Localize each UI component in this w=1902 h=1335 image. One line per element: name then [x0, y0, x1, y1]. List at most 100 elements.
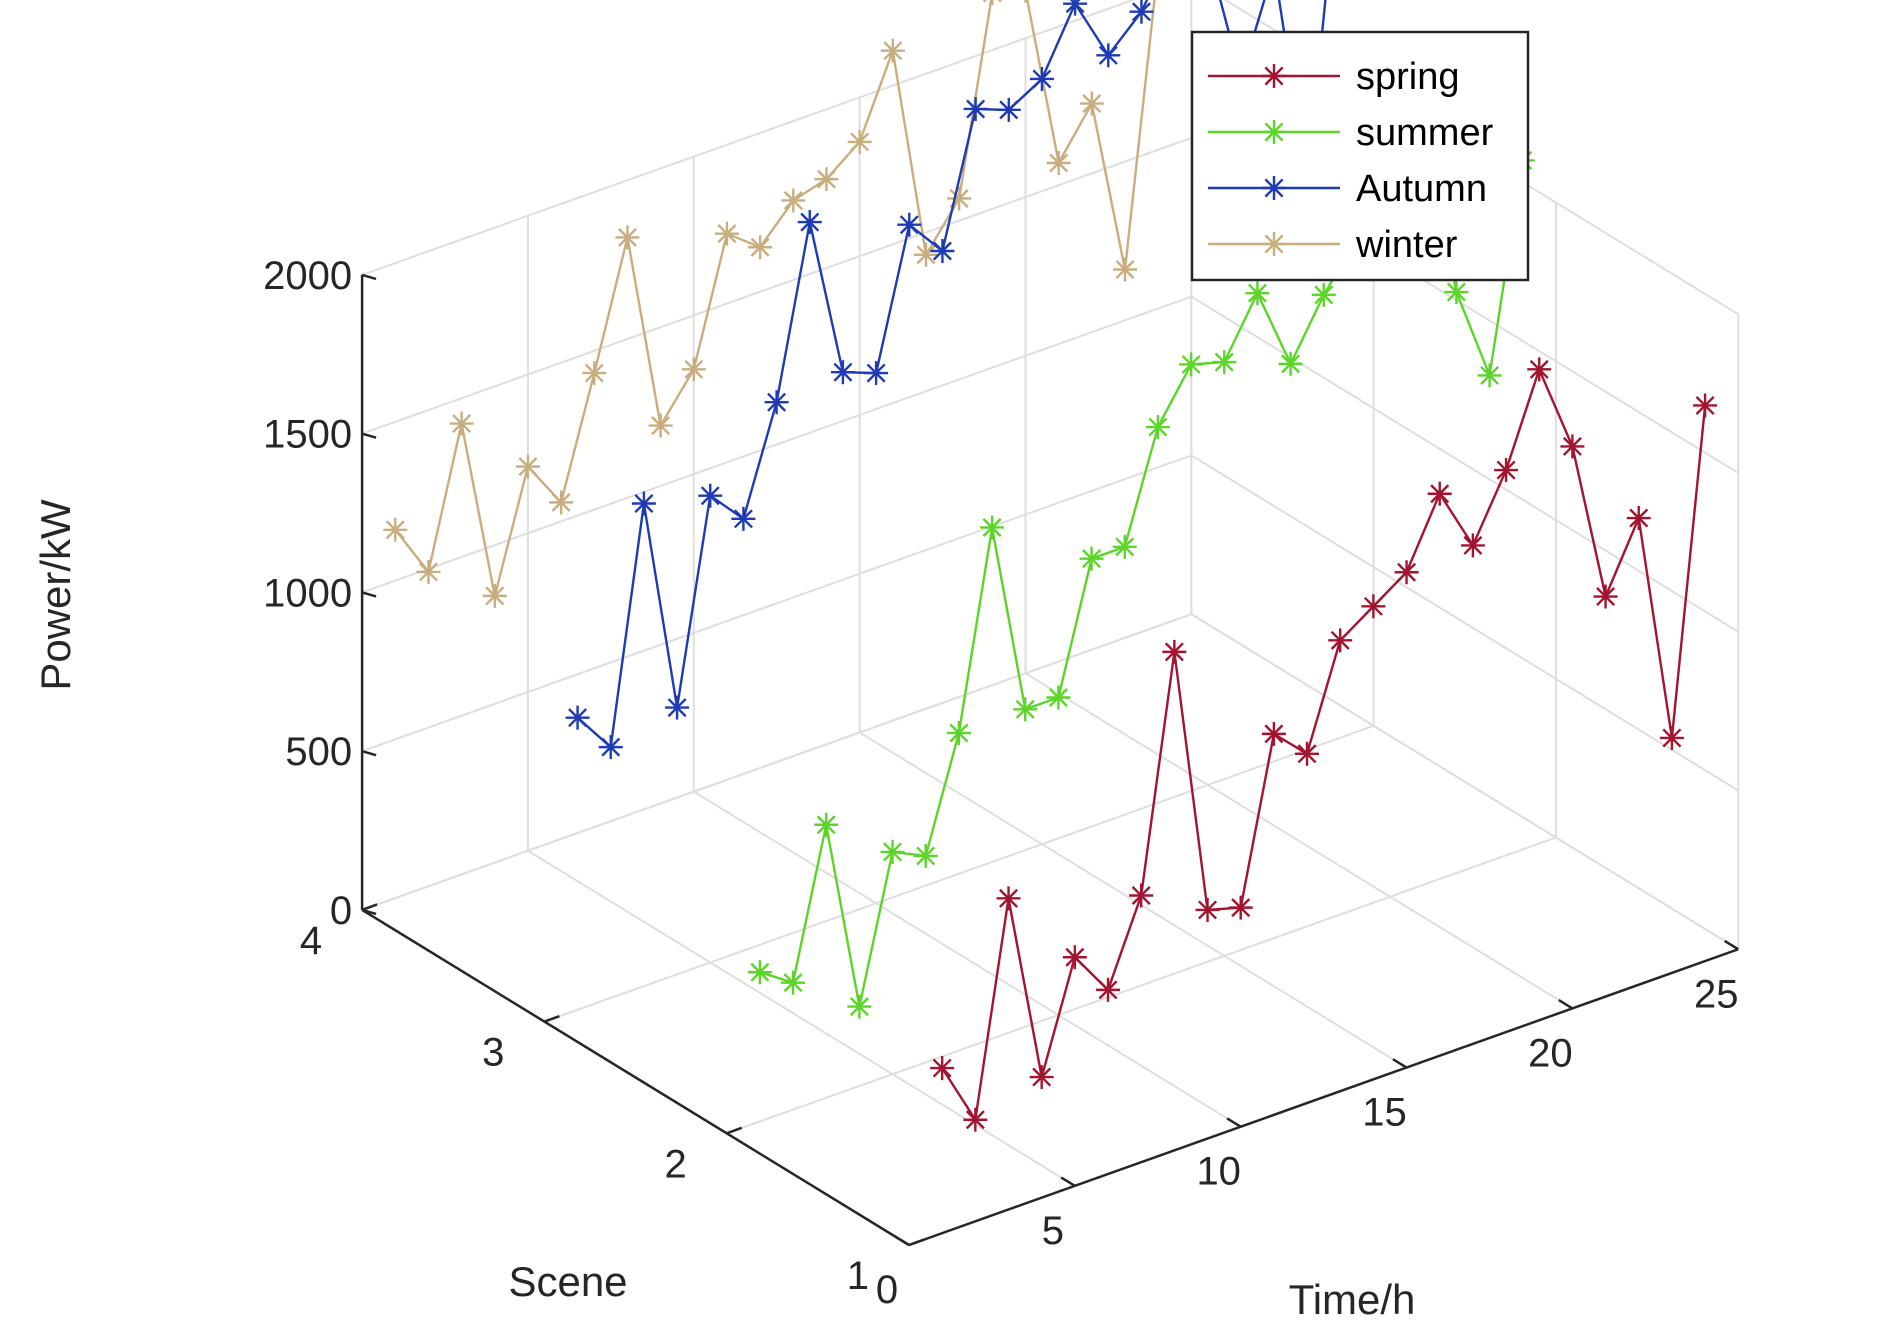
- series-line: [941, 366, 1707, 1124]
- z-tick-label: 1000: [263, 571, 352, 615]
- data-point: [1560, 434, 1585, 459]
- y-tick: [726, 1126, 743, 1135]
- data-point: [698, 483, 723, 508]
- data-point: [797, 210, 822, 235]
- legend: spring summer Autumn winter: [1190, 30, 1530, 282]
- z-tick-label: 500: [285, 730, 352, 774]
- z-tick: [361, 273, 377, 281]
- x-tick-label: 15: [1362, 1091, 1407, 1135]
- series-line: [576, 0, 1327, 750]
- grid-line: [1024, 672, 1573, 1010]
- data-point: [1046, 685, 1071, 710]
- legend-box: [1190, 30, 1530, 282]
- legend-marker: [1262, 176, 1286, 200]
- legend-marker: [1262, 120, 1286, 144]
- data-point: [814, 812, 839, 837]
- y-tick-label: 4: [300, 919, 322, 963]
- data-point: [631, 491, 656, 516]
- axes: [360, 273, 1739, 1247]
- data-point: [1079, 91, 1104, 116]
- data-point: [648, 413, 673, 438]
- data-point: [781, 970, 806, 995]
- z-tick: [361, 432, 377, 439]
- x-tick: [1392, 1058, 1408, 1069]
- data-point: [847, 994, 872, 1019]
- data-point: [764, 390, 789, 415]
- data-point: [1046, 150, 1071, 175]
- series-winter: [383, 0, 1156, 608]
- data-point: [996, 97, 1021, 122]
- data-point: [930, 1056, 955, 1081]
- x-tick: [1060, 1176, 1076, 1187]
- data-point: [1494, 458, 1519, 483]
- z-tick: [361, 749, 377, 757]
- data-point: [1477, 363, 1502, 388]
- z-tick: [361, 908, 377, 916]
- data-point: [714, 221, 739, 246]
- data-point: [913, 242, 938, 267]
- x-tick: [1558, 999, 1574, 1010]
- series-line: [394, 0, 1156, 597]
- legend-label: spring: [1356, 56, 1460, 98]
- data-point: [830, 360, 855, 385]
- grid-line: [527, 849, 1076, 1187]
- x-axis-label: Time/h: [1289, 1276, 1416, 1323]
- data-point: [598, 735, 623, 760]
- data-point: [1659, 725, 1684, 750]
- data-point: [515, 454, 540, 479]
- data-point: [416, 559, 441, 584]
- data-point: [449, 411, 474, 436]
- data-point: [549, 490, 574, 515]
- grid-line: [859, 731, 1408, 1069]
- data-point: [1311, 282, 1336, 307]
- data-point: [681, 357, 706, 382]
- data-point: [947, 186, 972, 211]
- data-point: [1162, 639, 1187, 664]
- data-point: [1527, 357, 1552, 382]
- x-tick-label: 10: [1196, 1150, 1241, 1194]
- data-point: [1179, 352, 1204, 377]
- legend-marker: [1262, 64, 1286, 88]
- grid-line: [726, 836, 1557, 1135]
- data-point: [1096, 43, 1121, 68]
- data-point: [1029, 1065, 1054, 1090]
- data-point: [482, 583, 507, 608]
- x-tick-label: 25: [1694, 972, 1739, 1016]
- legend-label: summer: [1356, 112, 1494, 154]
- data-point: [897, 212, 922, 237]
- data-point: [980, 515, 1005, 540]
- data-point: [1693, 393, 1718, 418]
- grid-line: [361, 613, 1192, 911]
- x-tick-label: 20: [1528, 1031, 1573, 1075]
- data-point: [1113, 257, 1138, 282]
- z-axis-label: Power/kW: [32, 499, 79, 691]
- legend-label: Autumn: [1356, 168, 1487, 210]
- data-point: [1079, 546, 1104, 571]
- data-point: [565, 705, 590, 730]
- data-point: [1245, 281, 1270, 306]
- y-tick-label: 2: [664, 1142, 686, 1186]
- data-point: [1427, 481, 1452, 506]
- series-spring: [930, 357, 1718, 1132]
- data-point: [1593, 584, 1618, 609]
- grid-line: [544, 724, 1374, 1023]
- y-tick-label: 1: [847, 1254, 869, 1298]
- z-tick-label: 0: [330, 889, 352, 933]
- z-tick-label: 1500: [263, 413, 352, 457]
- data-point: [1112, 534, 1137, 559]
- legend-item-summer: summer: [1208, 112, 1494, 154]
- y-tick-label: 3: [482, 1031, 504, 1075]
- grid-line: [693, 790, 1242, 1128]
- data-point: [1096, 977, 1121, 1002]
- data-point: [1013, 697, 1038, 722]
- x-tick: [1723, 939, 1739, 951]
- data-point: [946, 720, 971, 745]
- x-tick: [894, 1235, 910, 1247]
- z-tick-label: 2000: [263, 254, 352, 298]
- data-point: [1145, 415, 1170, 440]
- data-point: [731, 506, 756, 531]
- grid-line: [1190, 295, 1739, 633]
- data-point: [847, 129, 872, 154]
